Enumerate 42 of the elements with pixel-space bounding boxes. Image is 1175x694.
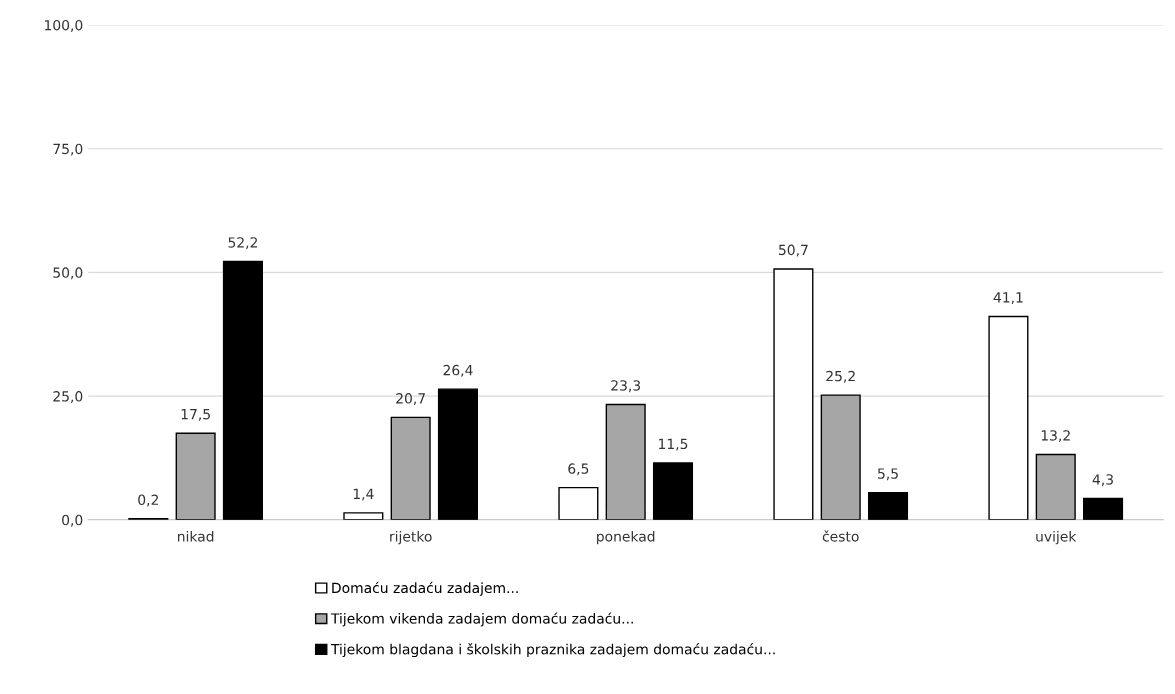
x-tick-label: često <box>822 530 859 542</box>
text: 11,5 <box>659 438 688 451</box>
bar <box>773 268 814 520</box>
text: 20,7 <box>396 393 425 405</box>
text: 25,2 <box>826 370 855 383</box>
text: 41,1 <box>993 292 1023 305</box>
text: 17,5 <box>181 409 210 421</box>
text: 1,4 <box>353 488 374 501</box>
bar <box>1082 497 1124 520</box>
x-tick-label: uvijek <box>1036 530 1077 545</box>
bar <box>867 491 909 520</box>
y-tick-label: 50,0 <box>53 267 83 280</box>
y-tick-label: 0,0 <box>62 514 83 527</box>
text: 13,2 <box>1041 430 1070 443</box>
y-tick-label: 25,0 <box>53 391 83 403</box>
bar <box>605 403 646 520</box>
x-tick-label: nikad <box>178 530 214 542</box>
bar <box>175 432 216 520</box>
x-tick-label: ponekad <box>597 530 655 545</box>
bar <box>222 260 263 520</box>
text: 26,4 <box>443 364 473 377</box>
bar <box>343 512 384 520</box>
y-tick-label: 75,0 <box>53 143 83 156</box>
text: 52,2 <box>228 237 258 250</box>
text: 4,3 <box>1092 474 1113 487</box>
y-tick-label: 100,0 <box>45 19 83 32</box>
text: 23,3 <box>611 380 641 393</box>
text: 5,5 <box>878 468 898 481</box>
x-tick-label: rijetko <box>390 530 432 545</box>
bar <box>1035 453 1076 520</box>
text: 6,5 <box>568 463 589 476</box>
bar <box>390 416 431 520</box>
legend-label: Tijekom blagdana i školskih praznika zadajem domaću zadaću... <box>330 643 775 658</box>
bar <box>988 315 1029 520</box>
text: 50,7 <box>779 244 808 257</box>
legend-label: Domaću zadaću zadajem... <box>332 581 518 596</box>
text: 0,2 <box>138 494 158 507</box>
bar <box>437 388 479 520</box>
bar <box>820 394 861 520</box>
bar <box>652 462 694 520</box>
bar <box>558 486 599 520</box>
legend-label: Tijekom vikenda zadajem domaću zadaću... <box>330 612 633 627</box>
